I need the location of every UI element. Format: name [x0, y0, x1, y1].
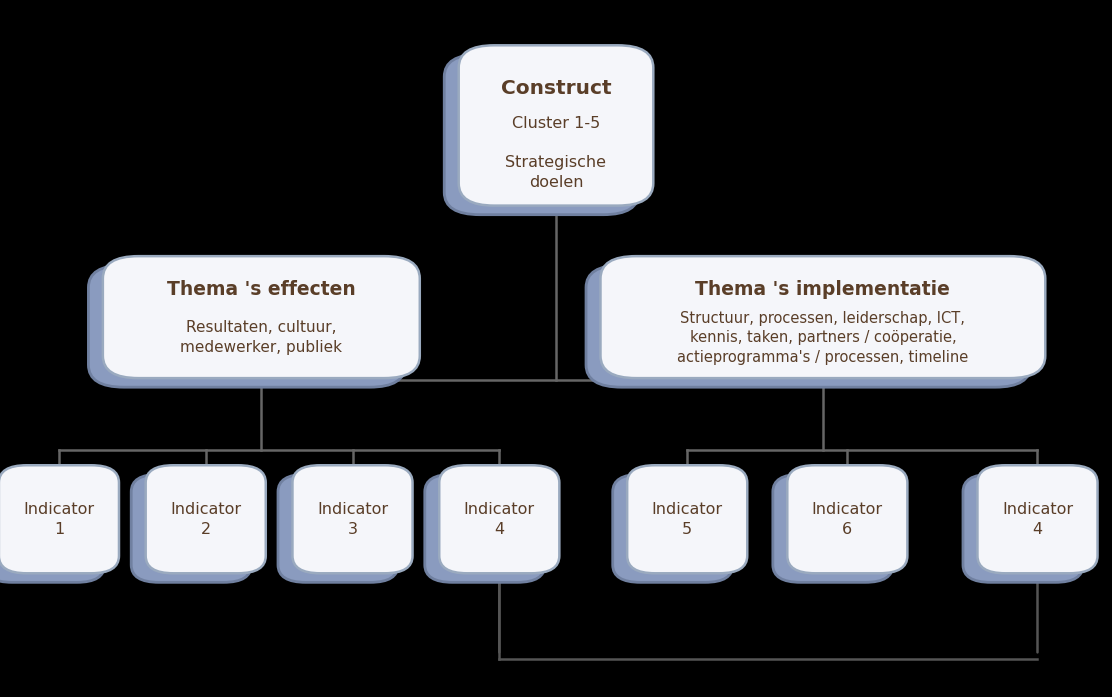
FancyBboxPatch shape: [613, 475, 733, 583]
FancyBboxPatch shape: [88, 266, 405, 388]
FancyBboxPatch shape: [586, 266, 1031, 388]
Text: Indicator
1: Indicator 1: [23, 502, 95, 537]
Text: Indicator
5: Indicator 5: [652, 502, 723, 537]
FancyBboxPatch shape: [773, 475, 893, 583]
Text: Thema 's implementatie: Thema 's implementatie: [695, 279, 951, 298]
Text: Indicator
4: Indicator 4: [464, 502, 535, 537]
Text: Indicator
3: Indicator 3: [317, 502, 388, 537]
Text: Indicator
6: Indicator 6: [812, 502, 883, 537]
FancyBboxPatch shape: [425, 475, 545, 583]
FancyBboxPatch shape: [0, 466, 119, 573]
FancyBboxPatch shape: [278, 475, 398, 583]
Text: Thema 's effecten: Thema 's effecten: [167, 279, 356, 298]
FancyBboxPatch shape: [600, 256, 1045, 378]
FancyBboxPatch shape: [458, 45, 653, 206]
FancyBboxPatch shape: [102, 256, 419, 378]
FancyBboxPatch shape: [146, 466, 266, 573]
FancyBboxPatch shape: [0, 475, 105, 583]
Text: Cluster 1-5

Strategische
doelen: Cluster 1-5 Strategische doelen: [506, 116, 606, 190]
FancyBboxPatch shape: [627, 466, 747, 573]
FancyBboxPatch shape: [963, 475, 1083, 583]
Text: Structuur, processen, leiderschap, ICT,
kennis, taken, partners / coöperatie,
ac: Structuur, processen, leiderschap, ICT, …: [677, 311, 969, 365]
FancyBboxPatch shape: [439, 466, 559, 573]
Text: Resultaten, cultuur,
medewerker, publiek: Resultaten, cultuur, medewerker, publiek: [180, 321, 342, 355]
FancyBboxPatch shape: [444, 54, 638, 215]
Text: Construct: Construct: [500, 79, 612, 98]
FancyBboxPatch shape: [292, 466, 413, 573]
FancyBboxPatch shape: [131, 475, 251, 583]
FancyBboxPatch shape: [977, 466, 1098, 573]
FancyBboxPatch shape: [787, 466, 907, 573]
Text: Indicator
2: Indicator 2: [170, 502, 241, 537]
Text: Indicator
4: Indicator 4: [1002, 502, 1073, 537]
